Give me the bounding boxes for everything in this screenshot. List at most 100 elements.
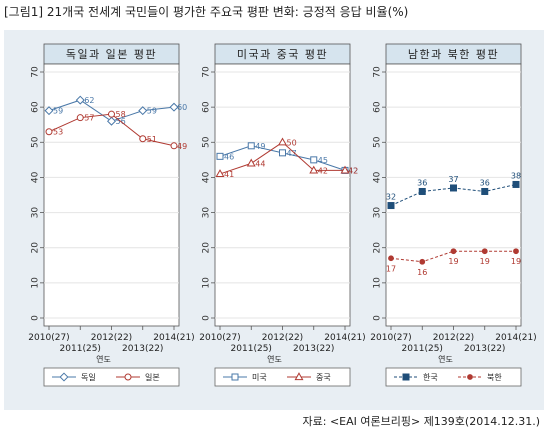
data-point — [481, 187, 489, 195]
data-point — [169, 102, 179, 112]
x-axis-title: 연도 — [438, 355, 453, 364]
legend-label: 북한 — [487, 373, 502, 382]
data-point — [450, 248, 457, 255]
y-tick-label: 30 — [31, 207, 41, 219]
y-tick-label: 50 — [31, 136, 41, 148]
x-tick-label: 2012(22) — [91, 333, 132, 343]
data-label: 53 — [53, 128, 63, 137]
y-tick-label: 50 — [202, 136, 212, 148]
data-point — [75, 95, 85, 105]
y-tick-label: 30 — [202, 207, 212, 219]
data-point — [419, 258, 426, 265]
data-point — [279, 149, 286, 157]
y-tick-label: 10 — [373, 277, 383, 289]
legend-label: 일본 — [145, 373, 160, 382]
y-tick-label: 50 — [373, 136, 383, 148]
x-tick-label: 2010(27) — [199, 333, 240, 343]
data-point — [340, 165, 350, 174]
legend-box — [385, 367, 522, 387]
data-point — [481, 248, 488, 255]
figure-area: 독일과 일본 평판 0 10 20 30 40 50 60 70 2010(27) 2012(22)… — [4, 30, 544, 410]
data-point — [418, 187, 426, 195]
data-point — [108, 110, 115, 118]
y-tick-label: 40 — [202, 171, 212, 183]
y-tick-label: 40 — [31, 171, 41, 183]
data-point — [170, 142, 178, 150]
data-label: 17 — [386, 264, 396, 273]
data-point — [106, 116, 117, 126]
data-label: 19 — [511, 257, 521, 266]
data-point — [310, 156, 318, 164]
y-tick-label: 60 — [31, 101, 41, 113]
data-point — [278, 137, 287, 146]
data-label: 51 — [147, 135, 157, 144]
data-label: 42 — [348, 166, 358, 175]
legend-marker — [294, 372, 304, 381]
data-point — [44, 106, 54, 116]
data-label: 19 — [480, 257, 490, 266]
y-tick-label: 70 — [373, 66, 383, 78]
legend-marker — [467, 374, 473, 380]
plot-area — [214, 63, 351, 327]
data-label: 49 — [255, 142, 265, 151]
series-line-북한 — [390, 250, 516, 263]
y-tick-label: 30 — [373, 207, 383, 219]
x-tick-label: 2011(25) — [231, 344, 272, 354]
panel-title: 독일과 일본 평판 — [66, 47, 157, 61]
data-point — [76, 114, 84, 122]
data-label: 62 — [84, 96, 94, 105]
legend-label: 독일 — [81, 373, 96, 382]
x-tick-label: 2013(22) — [464, 344, 505, 354]
x-tick-label: 2010(27) — [370, 333, 411, 343]
x-tick-label: 2014(21) — [495, 333, 536, 343]
data-point — [138, 106, 148, 116]
figure-title: [그림1] 21개국 전세계 국민들이 평가한 주요국 평판 변화: 긍정적 응… — [4, 5, 409, 19]
y-tick-label: 0 — [31, 315, 41, 321]
panel-title: 남한과 북한 평판 — [408, 48, 499, 61]
x-axis-title: 연도 — [96, 355, 111, 364]
data-label: 47 — [287, 149, 297, 158]
legend-label: 중국 — [316, 373, 331, 382]
x-tick-label: 2014(21) — [324, 333, 365, 343]
x-tick-label: 2013(22) — [293, 344, 334, 354]
data-label: 38 — [511, 171, 521, 180]
data-label: 57 — [84, 114, 94, 123]
y-tick-label: 0 — [373, 315, 383, 321]
legend-label: 미국 — [252, 373, 267, 382]
data-point — [309, 165, 319, 174]
y-tick-label: 60 — [202, 101, 212, 113]
y-tick-label: 10 — [202, 277, 212, 289]
data-label: 58 — [116, 110, 126, 119]
data-label: 42 — [318, 166, 328, 175]
data-point — [450, 184, 457, 192]
data-label: 36 — [480, 178, 490, 187]
legend-marker — [59, 372, 69, 382]
x-tick-label: 2013(22) — [122, 344, 163, 354]
plot-area — [43, 63, 180, 327]
legend-marker — [124, 373, 132, 381]
data-label: 41 — [224, 170, 234, 179]
data-point — [388, 255, 394, 262]
data-label: 60 — [177, 103, 187, 112]
data-point — [216, 152, 224, 160]
x-tick-label: 2011(25) — [60, 344, 101, 354]
data-label: 32 — [386, 193, 396, 202]
x-tick-label: 2012(22) — [433, 333, 474, 343]
y-tick-label: 20 — [202, 242, 212, 254]
panel-title: 미국과 중국 평판 — [237, 48, 328, 61]
data-label: 44 — [255, 159, 265, 168]
data-label: 36 — [417, 178, 427, 187]
y-tick-label: 70 — [31, 66, 41, 78]
plot-area — [385, 63, 522, 327]
data-point — [45, 128, 53, 136]
charts-svg: 독일과 일본 평판 0 10 20 30 40 50 60 70 2010(27) 2012(22)… — [28, 43, 537, 387]
data-point — [512, 180, 520, 188]
y-tick-label: 20 — [31, 242, 41, 254]
legend-box — [43, 367, 180, 387]
data-point — [215, 169, 225, 178]
data-point — [387, 202, 395, 210]
data-label: 19 — [448, 257, 458, 266]
legend-box — [214, 367, 351, 387]
legend-marker — [402, 373, 410, 381]
data-point — [247, 142, 255, 150]
